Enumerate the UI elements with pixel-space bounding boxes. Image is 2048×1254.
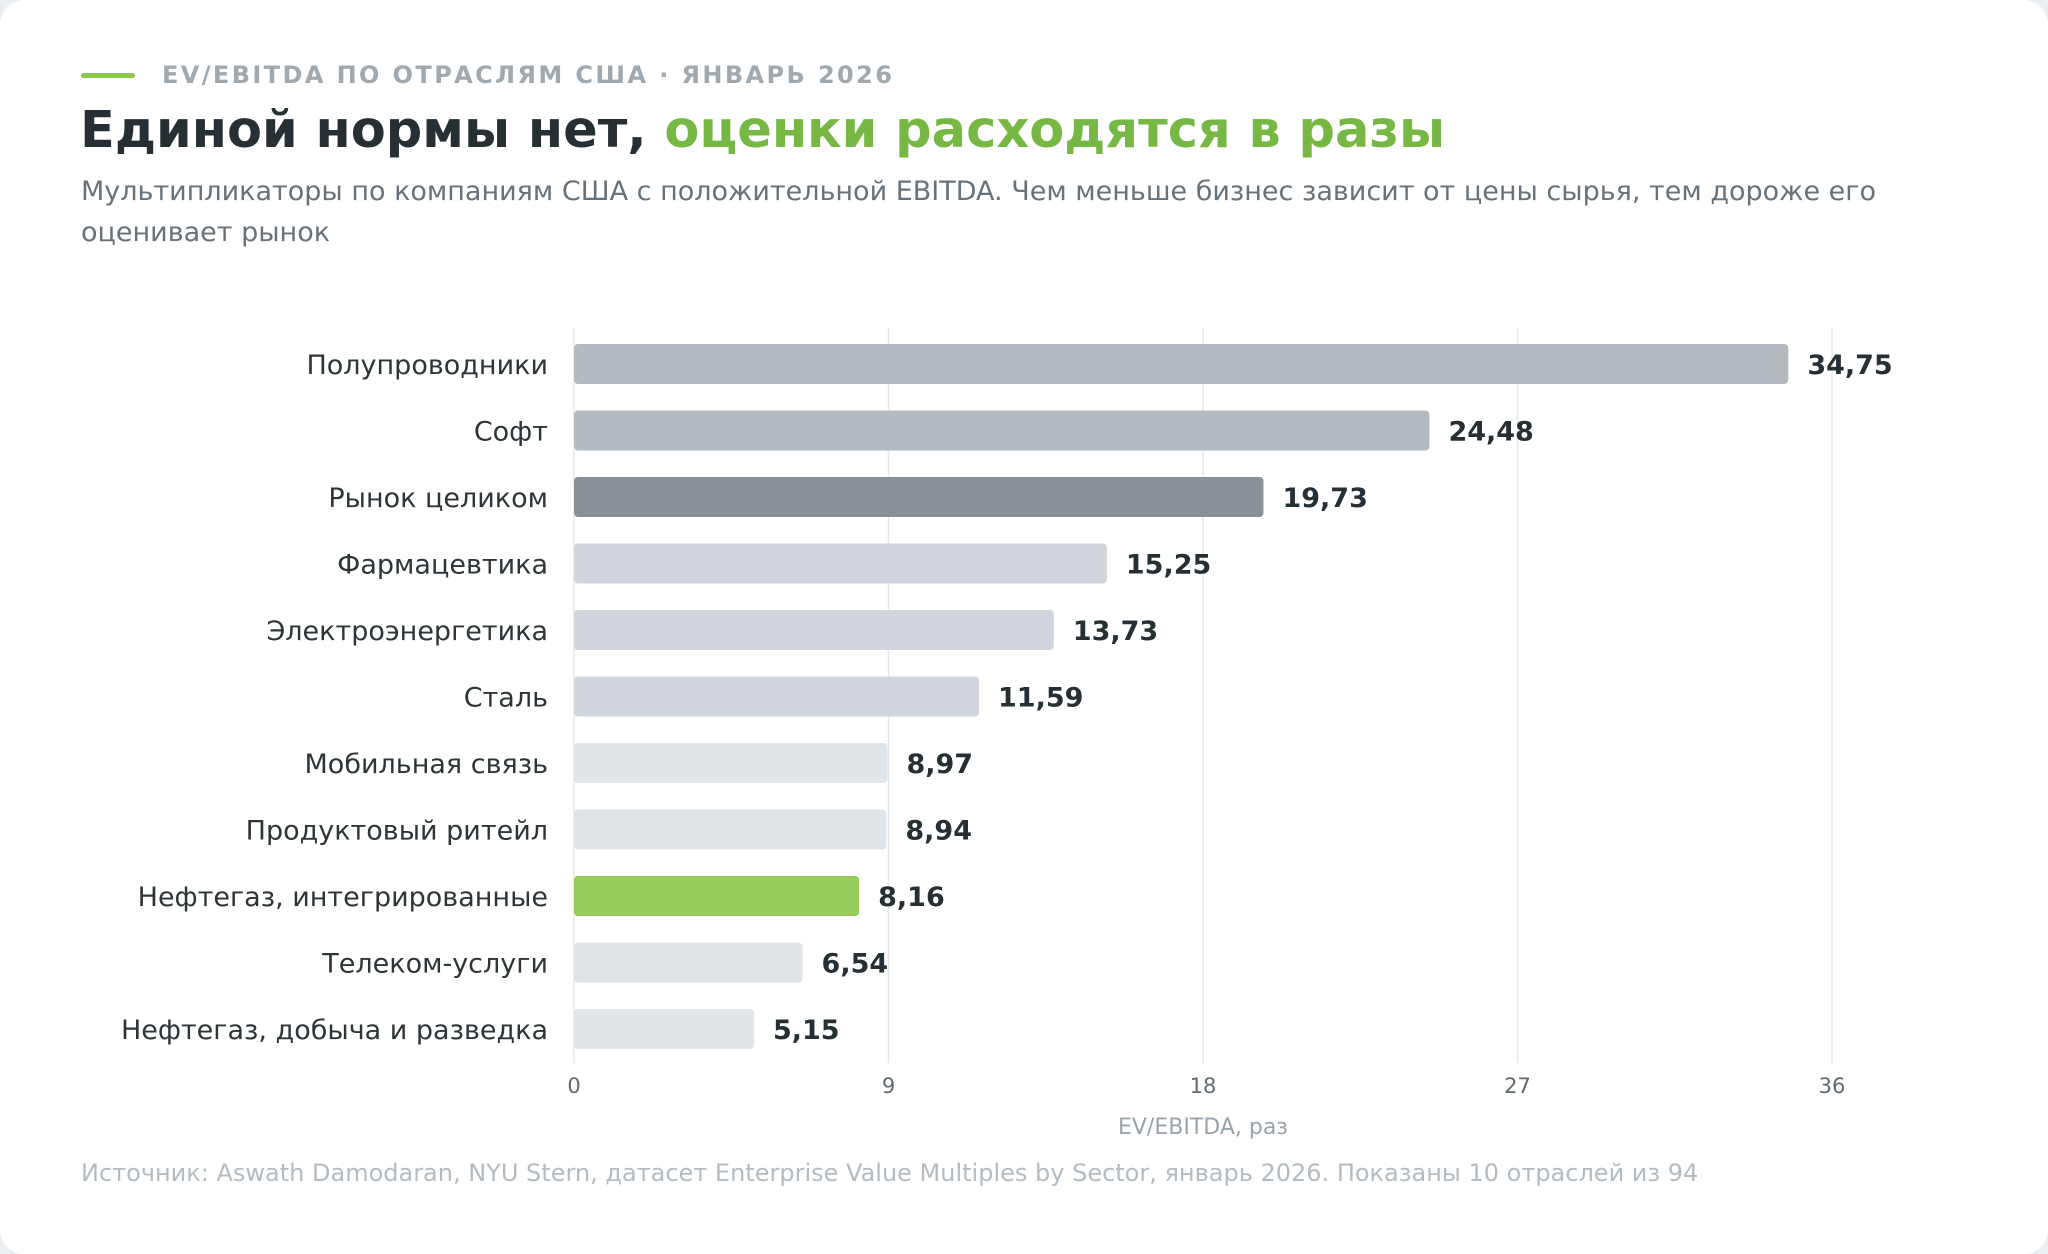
labels: 0 9 18 27 36 Полупроводники 34,75 Софт 24,48 Рыно… [121,350,1893,1098]
category-label: Телеком-услуги [321,949,548,980]
category-label: Нефтегаз, интегрированные [138,882,548,913]
bar [574,942,803,983]
value-label: 15,25 [1126,550,1211,581]
bar [574,410,1430,451]
x-axis-title: EV/EBITDA, раз [1118,1115,1288,1140]
category-label: Продуктовый ритейл [246,816,548,847]
bar [574,610,1054,650]
category-label: Нефтегаз, добыча и разведка [121,1015,548,1046]
x-tick-label: 0 [567,1074,580,1098]
value-label: 19,73 [1282,483,1367,514]
category-label: Фармацевтика [337,550,548,581]
value-label: 6,54 [822,949,889,980]
title-main: Единой нормы нет, [80,101,665,160]
x-tick-label: 27 [1504,1074,1531,1098]
value-label: 8,97 [906,749,973,780]
category-label: Мобильная связь [305,749,548,780]
kicker-text: EV/EBITDA ПО ОТРАСЛЯМ США · ЯНВАРЬ 2026 [162,61,895,89]
bars [574,344,1789,1049]
value-label: 8,16 [878,882,945,913]
value-label: 8,94 [905,816,972,847]
category-label: Полупроводники [306,350,548,381]
chart-subtitle: Мультипликаторы по компаниям США с полож… [81,176,1876,248]
x-tick-label: 18 [1190,1074,1217,1098]
bar [574,809,887,850]
bar [574,743,888,783]
x-tick-label: 36 [1819,1074,1846,1098]
bar [574,344,1789,384]
category-label: Электроэнергетика [266,616,548,647]
kicker: EV/EBITDA ПО ОТРАСЛЯМ США · ЯНВАРЬ 2026 [81,58,894,92]
kicker-accent-line [81,72,135,78]
category-label: Сталь [464,683,548,714]
bar [574,477,1264,517]
value-label: 24,48 [1448,417,1533,448]
category-label: Рынок целиком [328,483,548,514]
bar [574,876,860,916]
bar [574,1009,754,1049]
source-note: Источник: Aswath Damodaran, NYU Stern, д… [81,1159,1699,1187]
value-label: 34,75 [1807,350,1892,381]
chart-title: Единой нормы нет, оценки расходятся в ра… [80,96,1445,166]
value-label: 13,73 [1073,616,1158,647]
title-accent: оценки расходятся в разы [664,101,1446,160]
value-label: 11,59 [998,683,1083,714]
x-tick-label: 9 [882,1074,895,1098]
category-label: Софт [474,417,548,448]
bar [574,676,980,717]
value-label: 5,15 [773,1015,840,1046]
bar [574,543,1107,584]
